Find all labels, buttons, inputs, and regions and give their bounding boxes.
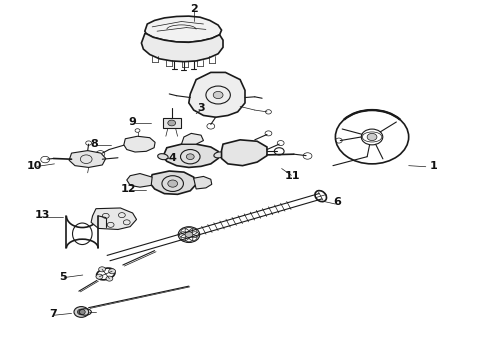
Text: 9: 9 [129,117,137,127]
Circle shape [109,269,116,274]
Circle shape [168,120,175,126]
Ellipse shape [214,152,224,158]
Polygon shape [150,171,196,194]
Text: 8: 8 [91,139,98,149]
Ellipse shape [158,154,168,160]
Circle shape [77,309,85,315]
Text: 2: 2 [190,4,197,14]
Text: 5: 5 [59,272,67,282]
Polygon shape [221,140,267,166]
Circle shape [98,267,105,272]
Text: 13: 13 [34,210,50,220]
Text: 12: 12 [121,184,136,194]
Circle shape [168,180,177,187]
Circle shape [186,154,194,159]
Text: 6: 6 [333,197,341,207]
Polygon shape [91,208,137,229]
Polygon shape [145,16,221,42]
Polygon shape [124,136,155,152]
Polygon shape [189,72,245,117]
Circle shape [185,232,193,238]
Text: 11: 11 [285,171,301,181]
Circle shape [213,91,223,99]
Polygon shape [194,176,212,189]
Circle shape [74,307,89,318]
Text: 1: 1 [429,161,437,171]
Polygon shape [69,150,106,167]
Polygon shape [163,144,218,167]
Text: 7: 7 [49,310,57,319]
Polygon shape [163,118,180,129]
Polygon shape [142,34,223,62]
Text: 10: 10 [26,161,42,171]
Circle shape [106,276,113,281]
Polygon shape [127,174,152,187]
Text: 4: 4 [169,153,176,163]
Circle shape [367,134,377,140]
Circle shape [96,274,103,279]
Polygon shape [181,134,203,144]
Text: 3: 3 [197,103,205,113]
